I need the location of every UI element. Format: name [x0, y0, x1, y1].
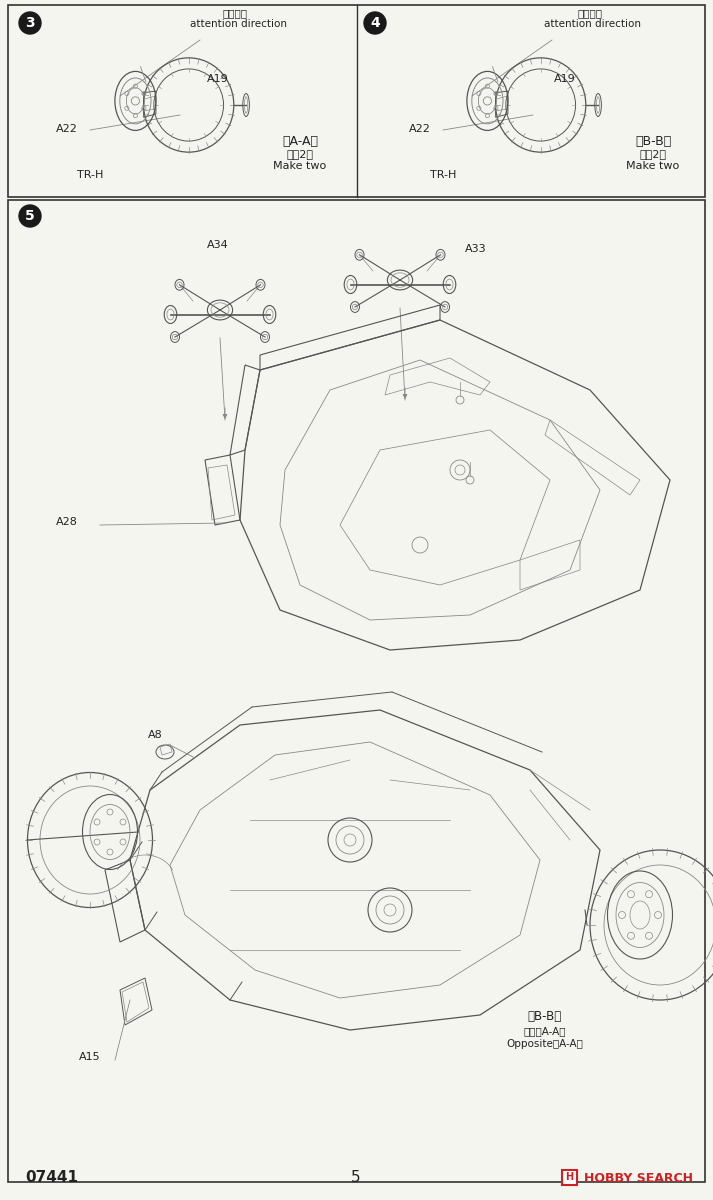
Text: 《B-B》: 《B-B》 — [528, 1010, 562, 1022]
Text: Make two: Make two — [273, 161, 327, 170]
Text: attention direction: attention direction — [190, 19, 287, 29]
Text: TR-H: TR-H — [430, 170, 456, 180]
Text: Opposite《A-A》: Opposite《A-A》 — [506, 1039, 583, 1049]
FancyBboxPatch shape — [562, 1170, 577, 1186]
Text: A19: A19 — [554, 74, 576, 84]
Text: A15: A15 — [79, 1052, 101, 1062]
Circle shape — [19, 12, 41, 34]
Text: HOBBY SEARCH: HOBBY SEARCH — [583, 1171, 692, 1184]
Text: Make two: Make two — [627, 161, 679, 170]
Text: 注意方向: 注意方向 — [578, 8, 602, 18]
Text: A28: A28 — [56, 517, 78, 527]
Circle shape — [19, 205, 41, 227]
Text: 07441: 07441 — [25, 1170, 78, 1186]
Text: TR-H: TR-H — [77, 170, 103, 180]
Text: 3: 3 — [25, 16, 35, 30]
Bar — [8, 5, 705, 197]
Text: 注意方向: 注意方向 — [222, 8, 247, 18]
Circle shape — [364, 12, 386, 34]
Text: A34: A34 — [207, 240, 229, 250]
Text: A19: A19 — [207, 74, 229, 84]
Text: A33: A33 — [465, 244, 487, 254]
Text: 《B-B》: 《B-B》 — [635, 134, 671, 148]
Text: 制作2组: 制作2组 — [640, 149, 667, 158]
Text: 制作2组: 制作2组 — [287, 149, 314, 158]
Text: 对侧《A-A》: 对侧《A-A》 — [524, 1026, 566, 1036]
Text: 4: 4 — [370, 16, 380, 30]
Bar — [8, 200, 705, 1182]
Text: attention direction: attention direction — [545, 19, 642, 29]
Text: 5: 5 — [352, 1170, 361, 1186]
Text: A22: A22 — [409, 124, 431, 134]
Text: A8: A8 — [148, 730, 163, 740]
Text: 5: 5 — [25, 209, 35, 223]
Text: 《A-A》: 《A-A》 — [282, 134, 318, 148]
Text: A22: A22 — [56, 124, 78, 134]
Text: H: H — [565, 1172, 573, 1182]
